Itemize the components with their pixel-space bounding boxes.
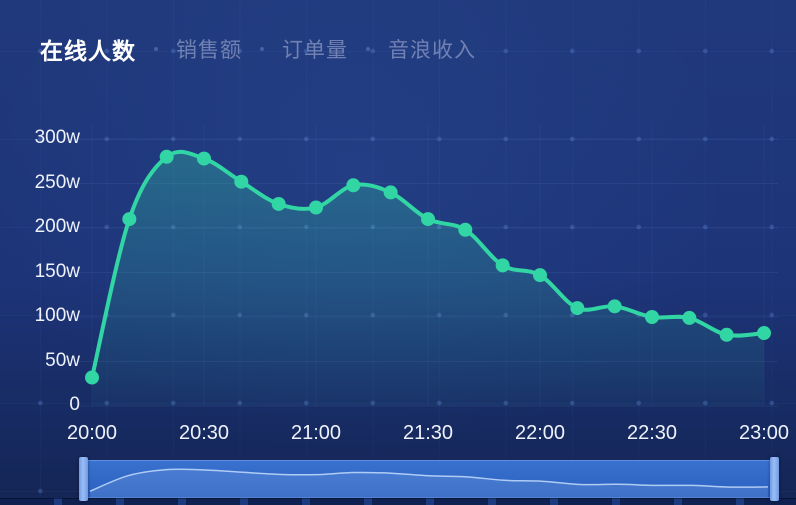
x-axis-label: 21:30 (402, 422, 454, 444)
mini-area-fill (90, 469, 768, 497)
x-axis-label: 20:30 (178, 422, 230, 444)
tab-separator-dot (260, 47, 264, 51)
bottom-cropped-strip (0, 498, 796, 505)
y-axis-label: 50w (45, 349, 80, 371)
tab-soundwave-income[interactable]: 音浪收入 (388, 39, 476, 62)
y-axis-label: 150w (34, 260, 80, 282)
y-axis-label: 200w (34, 216, 80, 237)
tab-separator-dot (154, 47, 158, 51)
x-axis-label: 22:00 (514, 422, 566, 444)
x-axis-label: 20:00 (66, 422, 118, 444)
datazoom-slider[interactable] (79, 457, 779, 501)
datazoom-right-handle[interactable] (770, 457, 779, 501)
mini-series-line (89, 468, 769, 492)
y-axis-label: 100w (34, 305, 80, 326)
x-axis-label: 21:00 (290, 422, 342, 444)
y-axis-label: 0 (69, 394, 80, 415)
datazoom-left-handle[interactable] (79, 457, 88, 501)
tab-orders[interactable]: 订单量 (282, 39, 348, 62)
y-axis-label: 250w (34, 171, 80, 193)
x-axis-label: 22:30 (626, 422, 678, 444)
tab-online-users[interactable]: 在线人数 (40, 38, 136, 64)
tab-separator-dot (366, 47, 370, 51)
datazoom-mini-chart (89, 468, 769, 497)
metric-tabs: 在线人数 销售额 订单量 音浪收入 (40, 32, 476, 66)
tab-sales[interactable]: 销售额 (176, 39, 242, 62)
x-axis-label: 23:00 (738, 422, 790, 444)
y-axis-label: 300w (34, 127, 80, 148)
